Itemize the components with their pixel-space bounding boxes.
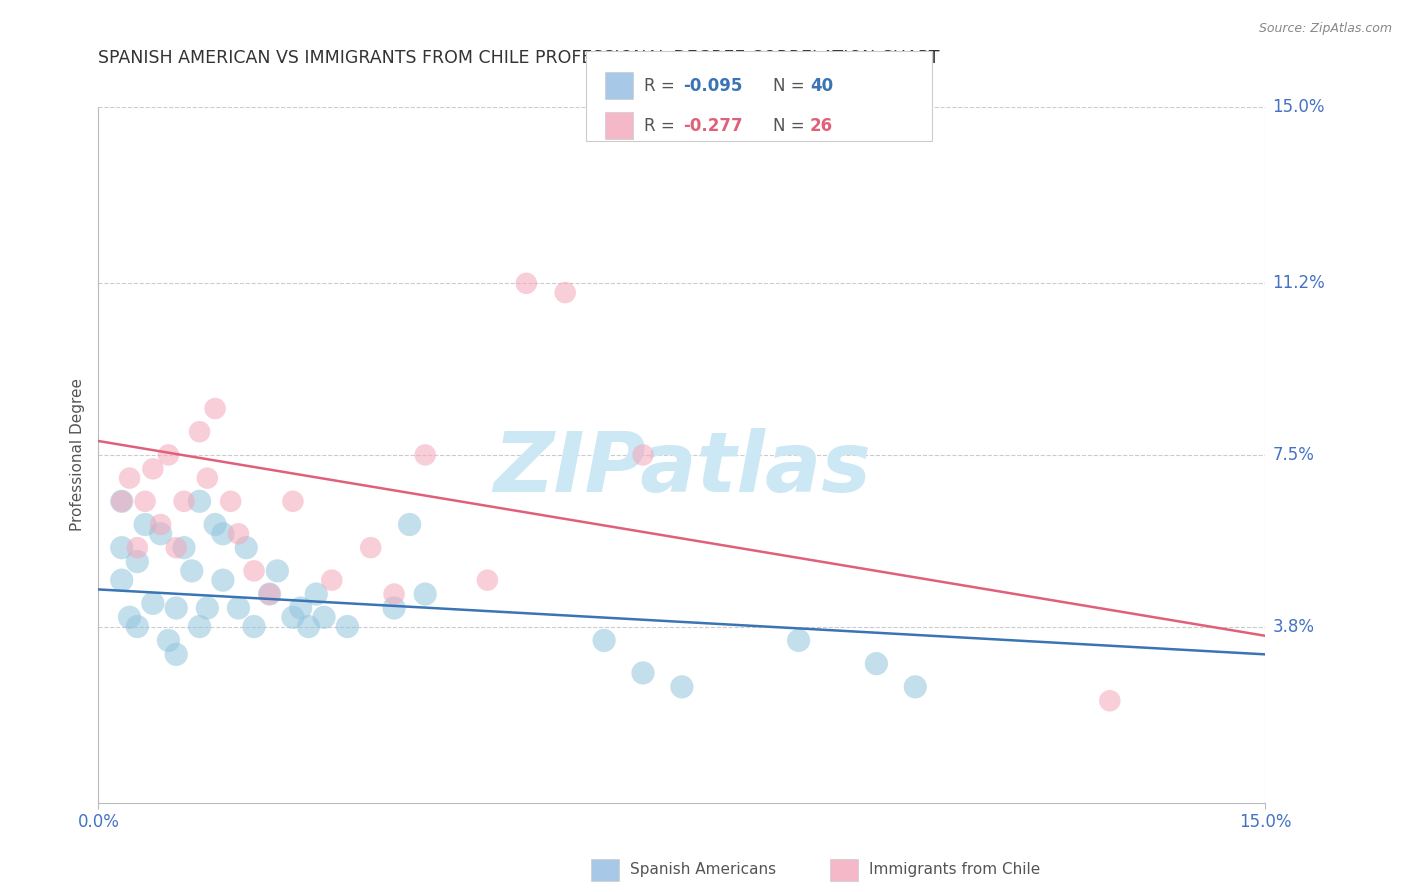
Point <box>204 401 226 416</box>
Text: ZIPatlas: ZIPatlas <box>494 428 870 509</box>
Text: Immigrants from Chile: Immigrants from Chile <box>869 863 1040 877</box>
Point <box>204 517 226 532</box>
Point <box>142 462 165 476</box>
Point <box>180 564 202 578</box>
Point <box>477 573 499 587</box>
Text: -0.095: -0.095 <box>683 77 742 95</box>
Point <box>243 564 266 578</box>
Point <box>142 596 165 610</box>
Text: 7.5%: 7.5% <box>1272 446 1315 464</box>
Point <box>127 541 149 555</box>
Point <box>904 680 927 694</box>
Point <box>111 541 134 555</box>
Text: 3.8%: 3.8% <box>1272 617 1315 635</box>
Point <box>631 665 654 680</box>
Point <box>165 601 187 615</box>
Point <box>195 471 218 485</box>
Point <box>243 619 266 633</box>
Point <box>188 494 211 508</box>
Point <box>111 494 134 508</box>
Point <box>149 517 172 532</box>
Text: Source: ZipAtlas.com: Source: ZipAtlas.com <box>1258 22 1392 36</box>
Point <box>212 526 235 541</box>
Text: N =: N = <box>773 77 810 95</box>
Point <box>188 425 211 439</box>
Point <box>212 573 235 587</box>
Point <box>228 526 250 541</box>
Text: 15.0%: 15.0% <box>1272 98 1324 116</box>
Point <box>118 471 141 485</box>
Point <box>360 541 382 555</box>
Y-axis label: Professional Degree: Professional Degree <box>70 378 86 532</box>
Point <box>321 573 343 587</box>
Text: Spanish Americans: Spanish Americans <box>630 863 776 877</box>
Point <box>195 601 218 615</box>
Text: -0.277: -0.277 <box>683 117 742 135</box>
Text: N =: N = <box>773 117 810 135</box>
Point <box>865 657 887 671</box>
Text: R =: R = <box>644 117 681 135</box>
Point <box>336 619 359 633</box>
Point <box>219 494 242 508</box>
Point <box>398 517 420 532</box>
Point <box>157 633 180 648</box>
Point <box>127 619 149 633</box>
Point <box>259 587 281 601</box>
Point <box>127 555 149 569</box>
Point <box>228 601 250 615</box>
Point <box>134 494 156 508</box>
Point <box>297 619 319 633</box>
Point <box>1098 694 1121 708</box>
Text: R =: R = <box>644 77 681 95</box>
Point <box>554 285 576 300</box>
Text: 26: 26 <box>810 117 832 135</box>
Text: SPANISH AMERICAN VS IMMIGRANTS FROM CHILE PROFESSIONAL DEGREE CORRELATION CHART: SPANISH AMERICAN VS IMMIGRANTS FROM CHIL… <box>98 49 941 67</box>
Point <box>165 648 187 662</box>
Point <box>157 448 180 462</box>
Point <box>165 541 187 555</box>
Point <box>290 601 312 615</box>
Point <box>593 633 616 648</box>
Point <box>188 619 211 633</box>
Point <box>671 680 693 694</box>
Point <box>631 448 654 462</box>
Point <box>413 587 436 601</box>
Point <box>111 494 134 508</box>
Point <box>173 541 195 555</box>
Text: 40: 40 <box>810 77 832 95</box>
Point <box>259 587 281 601</box>
Point <box>149 526 172 541</box>
Point <box>515 277 537 291</box>
Point <box>281 494 304 508</box>
Point <box>413 448 436 462</box>
Point <box>382 587 405 601</box>
Point <box>118 610 141 624</box>
Point <box>305 587 328 601</box>
Point <box>173 494 195 508</box>
Point <box>382 601 405 615</box>
Point <box>235 541 257 555</box>
Point <box>312 610 335 624</box>
Text: 11.2%: 11.2% <box>1272 275 1326 293</box>
Point <box>787 633 810 648</box>
Point <box>111 573 134 587</box>
Point <box>281 610 304 624</box>
Point <box>134 517 156 532</box>
Point <box>266 564 288 578</box>
